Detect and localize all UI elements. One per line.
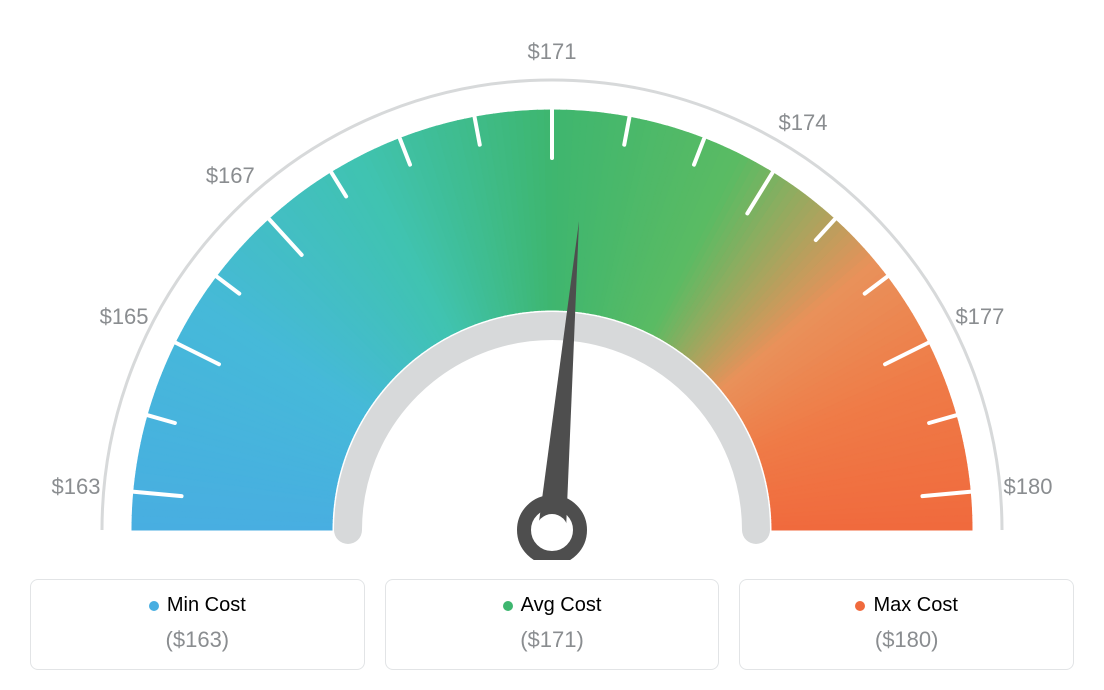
- gauge-tick-label: $163: [51, 474, 100, 500]
- dot-icon: [503, 601, 513, 611]
- gauge-area: $163 $165 $167 $171 $174 $177 $180: [0, 0, 1104, 560]
- legend-avg-label: Avg Cost: [521, 594, 602, 617]
- legend-max-label: Max Cost: [873, 594, 957, 617]
- gauge-tick-label: $177: [955, 304, 1004, 330]
- legend-max-title: Max Cost: [855, 594, 957, 617]
- legend-min-label: Min Cost: [167, 594, 246, 617]
- legend-max: Max Cost ($180): [739, 579, 1074, 670]
- gauge-tick-label: $167: [206, 163, 255, 189]
- gauge-tick-label: $180: [1004, 474, 1053, 500]
- legend-avg-title: Avg Cost: [503, 594, 602, 617]
- gauge-tick-label: $174: [779, 110, 828, 136]
- gauge-cost-chart: { "gauge": { "type": "gauge", "center_x"…: [0, 0, 1104, 690]
- legend-min-value: ($163): [41, 627, 354, 653]
- dot-icon: [855, 601, 865, 611]
- legend-row: Min Cost ($163) Avg Cost ($171) Max Cost…: [0, 579, 1104, 670]
- gauge-tick-label: $165: [100, 304, 149, 330]
- gauge-svg: [0, 0, 1104, 560]
- dot-icon: [149, 601, 159, 611]
- legend-min-title: Min Cost: [149, 594, 246, 617]
- legend-avg-value: ($171): [396, 627, 709, 653]
- legend-min: Min Cost ($163): [30, 579, 365, 670]
- legend-max-value: ($180): [750, 627, 1063, 653]
- gauge-tick-label: $171: [528, 39, 577, 65]
- legend-avg: Avg Cost ($171): [385, 579, 720, 670]
